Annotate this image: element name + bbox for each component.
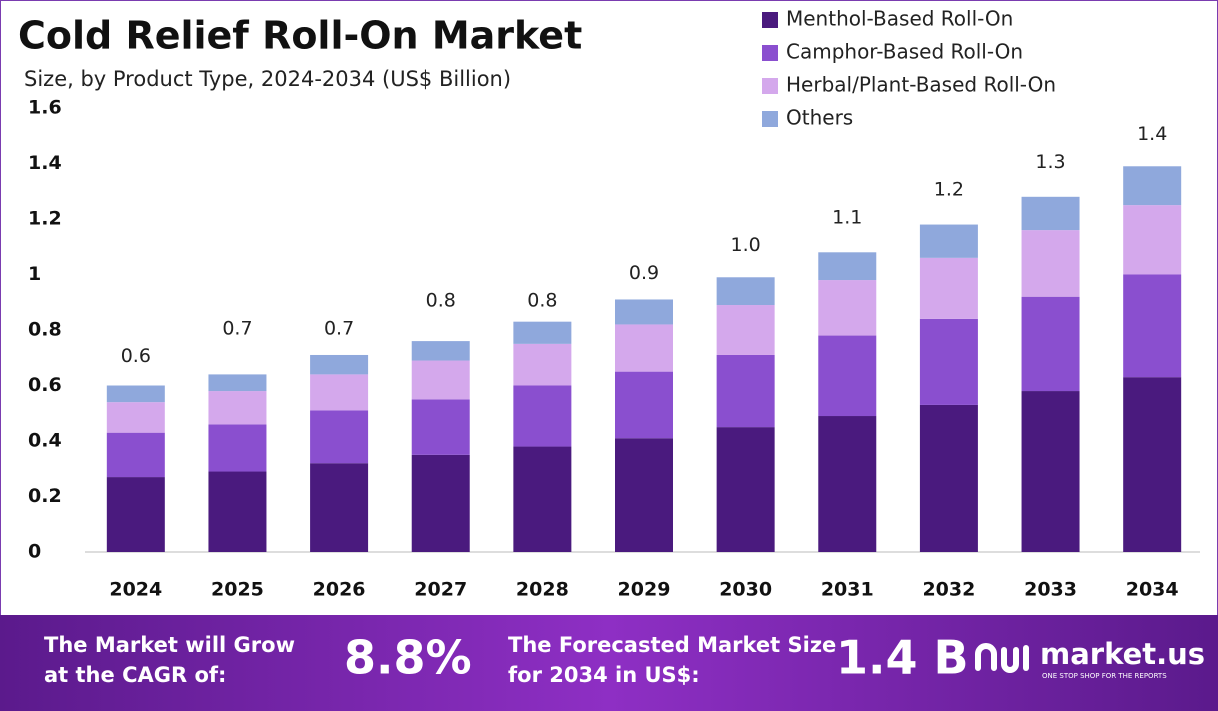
total-label: 1.1 [832,206,862,228]
bar-segment [716,427,775,552]
bar-segment [1021,196,1080,231]
bar-segment [513,385,572,447]
bar-segment [818,416,877,552]
bar-segment [310,463,369,552]
bar-segment [208,471,267,552]
total-label: 1.3 [1035,151,1065,173]
x-tick-label: 2025 [211,579,264,601]
y-tick-label: 1.4 [28,152,62,174]
x-tick-label: 2032 [922,579,975,601]
bar-segment [919,318,978,405]
brand-logo [975,643,1029,673]
bar-segment [1123,166,1182,206]
bar-segment [716,277,775,306]
bar-segment [818,252,877,281]
bar-segment [818,335,877,417]
bar-segment [919,404,978,552]
bar-segment [411,341,470,361]
bar-segment [411,399,470,455]
bar-segment [310,410,369,464]
bar-segment [1021,296,1080,392]
bar-segment [208,374,267,392]
y-tick-label: 0.2 [28,485,62,507]
y-tick-label: 0.6 [28,374,62,396]
legend-swatch [762,45,778,61]
x-tick-label: 2030 [719,579,772,601]
chart-subtitle: Size, by Product Type, 2024-2034 (US$ Bi… [24,67,511,91]
bar-segment [106,385,165,403]
bar-segment [513,343,572,386]
bar-segment [615,324,673,372]
y-tick-label: 0 [28,541,41,563]
legend-swatch [762,78,778,94]
cagr-value: 8.8% [344,631,472,685]
chart-title: Cold Relief Roll-On Market [18,14,582,58]
total-label: 1.0 [731,234,761,256]
legend-swatch [762,111,778,127]
brand-tagline: ONE STOP SHOP FOR THE REPORTS [1042,672,1167,680]
bar-segment [411,360,470,400]
legend-label: Others [786,106,853,130]
bar-segment [1123,274,1182,378]
y-tick-label: 1.2 [28,208,62,230]
x-tick-label: 2028 [516,579,569,601]
total-label: 0.9 [629,262,659,284]
bar-segment [919,224,978,258]
bar-segment [1021,230,1080,297]
bar-segment [208,424,267,472]
forecast-value: 1.4 B [836,631,969,685]
bar-segment [513,321,572,344]
y-tick-label: 1 [28,263,41,285]
brand: market.us [1040,637,1205,671]
total-label: 0.6 [121,345,151,367]
forecast-text: The Forecasted Market Size for 2034 in US… [508,633,836,687]
legend-swatch [762,12,778,28]
x-tick-label: 2027 [414,579,467,601]
total-label: 0.7 [324,317,354,339]
x-tick-label: 2033 [1024,579,1077,601]
x-tick-label: 2026 [313,579,366,601]
total-label: 1.2 [934,179,964,201]
bar-segment [310,354,369,375]
x-tick-label: 2031 [821,579,874,601]
legend-label: Camphor-Based Roll-On [786,40,1023,64]
bar-segment [106,402,165,433]
bar-segment [1123,377,1182,552]
x-tick-label: 2034 [1126,579,1179,601]
total-label: 0.7 [222,317,252,339]
legend-label: Menthol-Based Roll-On [786,7,1013,31]
bar-segment [208,391,267,425]
cagr-text: The Market will Grow at the CAGR of: [44,633,295,687]
total-label: 0.8 [426,290,456,312]
bar-segment [310,374,369,411]
x-tick-label: 2029 [618,579,671,601]
bar-segment [106,477,165,552]
legend-label: Herbal/Plant-Based Roll-On [786,73,1056,97]
y-tick-label: 0.8 [28,319,62,341]
x-tick-label: 2024 [109,579,162,601]
y-tick-label: 1.6 [28,97,62,119]
total-label: 0.8 [527,290,557,312]
bar-segment [615,371,673,439]
bar-segment [919,257,978,319]
bar-segment [1021,391,1080,552]
bar-segment [716,305,775,355]
bar-segment [106,432,165,478]
bar-segment [411,454,470,552]
y-tick-label: 0.4 [28,430,62,452]
total-label: 1.4 [1137,123,1167,145]
bar-segment [1123,205,1182,275]
bar-segment [615,299,673,325]
bar-segment [513,446,572,552]
bar-segment [615,438,673,552]
bar-segment [716,354,775,428]
bar-segment [818,280,877,336]
